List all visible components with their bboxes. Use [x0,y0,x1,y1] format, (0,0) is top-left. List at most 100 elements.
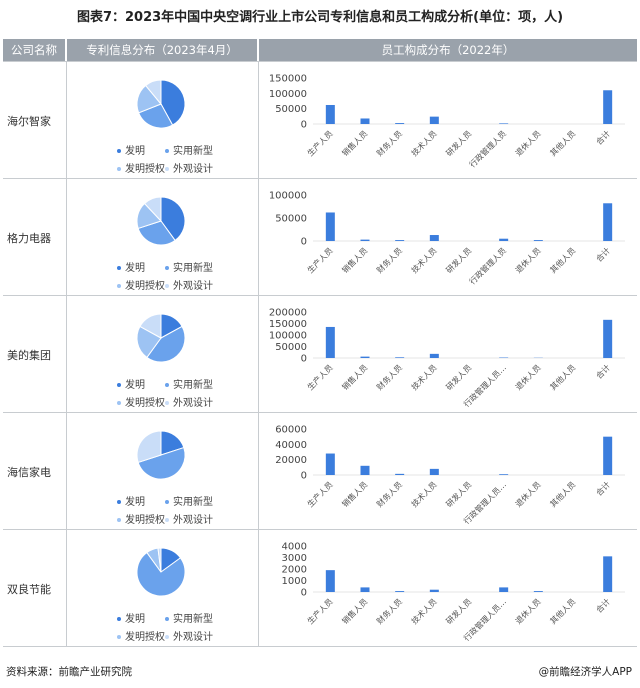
x-tick-label: 销售人员 [340,128,370,158]
x-tick-label: 销售人员 [340,596,370,626]
legend-swatch [117,518,121,522]
pie-slice-实用新型 [137,220,176,246]
legend-label: 实用新型 [173,263,213,274]
y-tick-label: 0 [301,237,307,248]
pie-slice-实用新型 [137,446,186,480]
legend-item: 发明 [117,259,145,274]
legend-swatch [165,500,169,504]
legend-label: 实用新型 [173,497,213,508]
company-name: 海信家电 [7,465,51,479]
legend-item: 实用新型 [165,376,213,391]
pie-legend: 发明 实用新型 发明授权 外观设计 [117,610,247,646]
column-divider [258,179,259,296]
x-tick-label: 合计 [594,245,612,263]
pie-legend: 发明 实用新型 发明授权 外观设计 [117,493,247,529]
x-tick-label: 生产人员 [305,362,335,392]
legend-label: 发明 [125,380,145,391]
legend-swatch [165,635,169,639]
x-tick-label: 研发人员 [444,128,474,158]
x-tick-label: 技术人员 [409,596,439,626]
y-tick-label: 50000 [275,342,307,353]
bar-财务人员 [395,357,405,358]
source-note: 资料来源：前瞻产业研究院 [6,666,132,678]
pie-slice-外观设计 [136,430,162,464]
x-tick-label: 研发人员 [444,245,474,275]
legend-swatch [117,167,121,171]
bar-财务人员 [395,591,405,592]
bar-合计 [603,319,613,358]
pie-slice-发明 [160,196,186,242]
y-tick-label: 150000 [269,319,307,330]
bar-退休人员 [533,240,543,241]
x-tick-label: 行政管理人员 [467,128,508,169]
bar-行政管理人员 [499,238,509,241]
legend-swatch [165,617,169,621]
bar-财务人员 [395,240,405,241]
legend-label: 外观设计 [173,281,213,292]
header-company: 公司名称 [3,39,65,61]
legend-item: 外观设计 [165,277,213,292]
legend-item: 发明 [117,142,145,157]
legend-swatch [117,617,121,621]
bar-技术人员 [429,235,439,241]
bar-合计 [603,203,613,241]
legend-item: 发明 [117,610,145,625]
x-tick-label: 财务人员 [374,479,404,509]
bar-技术人员 [429,353,439,358]
y-tick-label: 200000 [269,308,307,319]
bar-行政管理人员 [499,123,509,124]
legend-swatch [165,383,169,387]
column-divider [258,296,259,413]
column-divider [258,413,259,530]
legend-item: 发明 [117,376,145,391]
company-name: 海尔智家 [7,114,51,128]
bar-销售人员 [360,239,370,241]
bar-生产人员 [325,453,335,475]
pie-slice-发明授权 [136,325,162,359]
y-tick-label: 3000 [282,553,307,564]
legend-item: 外观设计 [165,394,213,409]
y-tick-label: 100000 [269,331,307,342]
bar-合计 [603,436,613,475]
figure-title: 图表7：2023年中国中央空调行业上市公司专利信息和员工构成分析(单位：项，人) [76,10,564,25]
legend-label: 发明 [125,497,145,508]
x-tick-label: 合计 [594,362,612,380]
column-divider [66,62,67,179]
bar-销售人员 [360,587,370,592]
x-tick-label: 合计 [594,596,612,614]
bar-销售人员 [360,356,370,358]
legend-label: 发明 [125,614,145,625]
x-tick-label: 技术人员 [409,128,439,158]
x-tick-label: 销售人员 [340,479,370,509]
x-tick-label: 研发人员 [444,596,474,626]
legend-swatch [117,284,121,288]
pie-slice-实用新型 [146,325,186,363]
legend-item: 发明 [117,493,145,508]
legend-swatch [165,266,169,270]
patent-pie-chart [136,196,186,246]
x-tick-label: 财务人员 [374,596,404,626]
legend-item: 发明授权 [117,628,165,643]
pie-slice-外观设计 [143,196,162,223]
x-tick-label: 生产人员 [305,128,335,158]
x-tick-label: 技术人员 [409,362,439,392]
legend-item: 发明授权 [117,394,165,409]
x-tick-label: 财务人员 [374,245,404,275]
header-staff: 员工构成分布（2022年） [259,39,637,61]
bar-退休人员 [533,591,543,592]
company-name: 格力电器 [7,231,51,245]
bar-合计 [603,90,613,124]
company-name: 美的集团 [7,348,51,362]
y-tick-label: 100000 [269,191,307,202]
bar-行政管理人员… [499,474,509,475]
legend-swatch [165,518,169,522]
bar-技术人员 [429,116,439,124]
legend-item: 发明授权 [117,277,165,292]
x-tick-label: 销售人员 [340,362,370,392]
legend-label: 发明授权 [125,164,165,175]
bar-合计 [603,556,613,592]
header-patent: 专利信息分布（2023年4月） [67,39,257,61]
